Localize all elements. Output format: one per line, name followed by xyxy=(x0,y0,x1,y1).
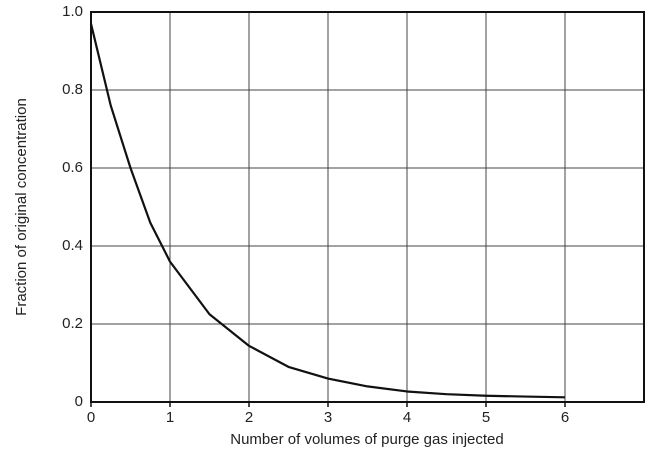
y-tick-label: 0 xyxy=(75,393,83,410)
x-tick-label: 6 xyxy=(561,409,569,426)
x-tick-label: 4 xyxy=(403,409,411,426)
y-tick-label: 0.8 xyxy=(62,81,83,98)
y-tick-label: 1.0 xyxy=(62,3,83,20)
x-tick-label: 1 xyxy=(166,409,174,426)
y-axis-label: Fraction of original concentration xyxy=(13,98,30,316)
data-line xyxy=(89,23,566,399)
x-tick-label: 3 xyxy=(324,409,332,426)
y-tick-label: 0.4 xyxy=(62,237,83,254)
x-tick-label: 0 xyxy=(87,409,95,426)
y-tick-label: 0.2 xyxy=(62,315,83,332)
y-tick-label: 0.6 xyxy=(62,159,83,176)
x-tick-label: 2 xyxy=(245,409,253,426)
x-axis-label: Number of volumes of purge gas injected xyxy=(230,431,503,448)
x-tick-label: 5 xyxy=(482,409,490,426)
plot-frame xyxy=(90,11,645,403)
